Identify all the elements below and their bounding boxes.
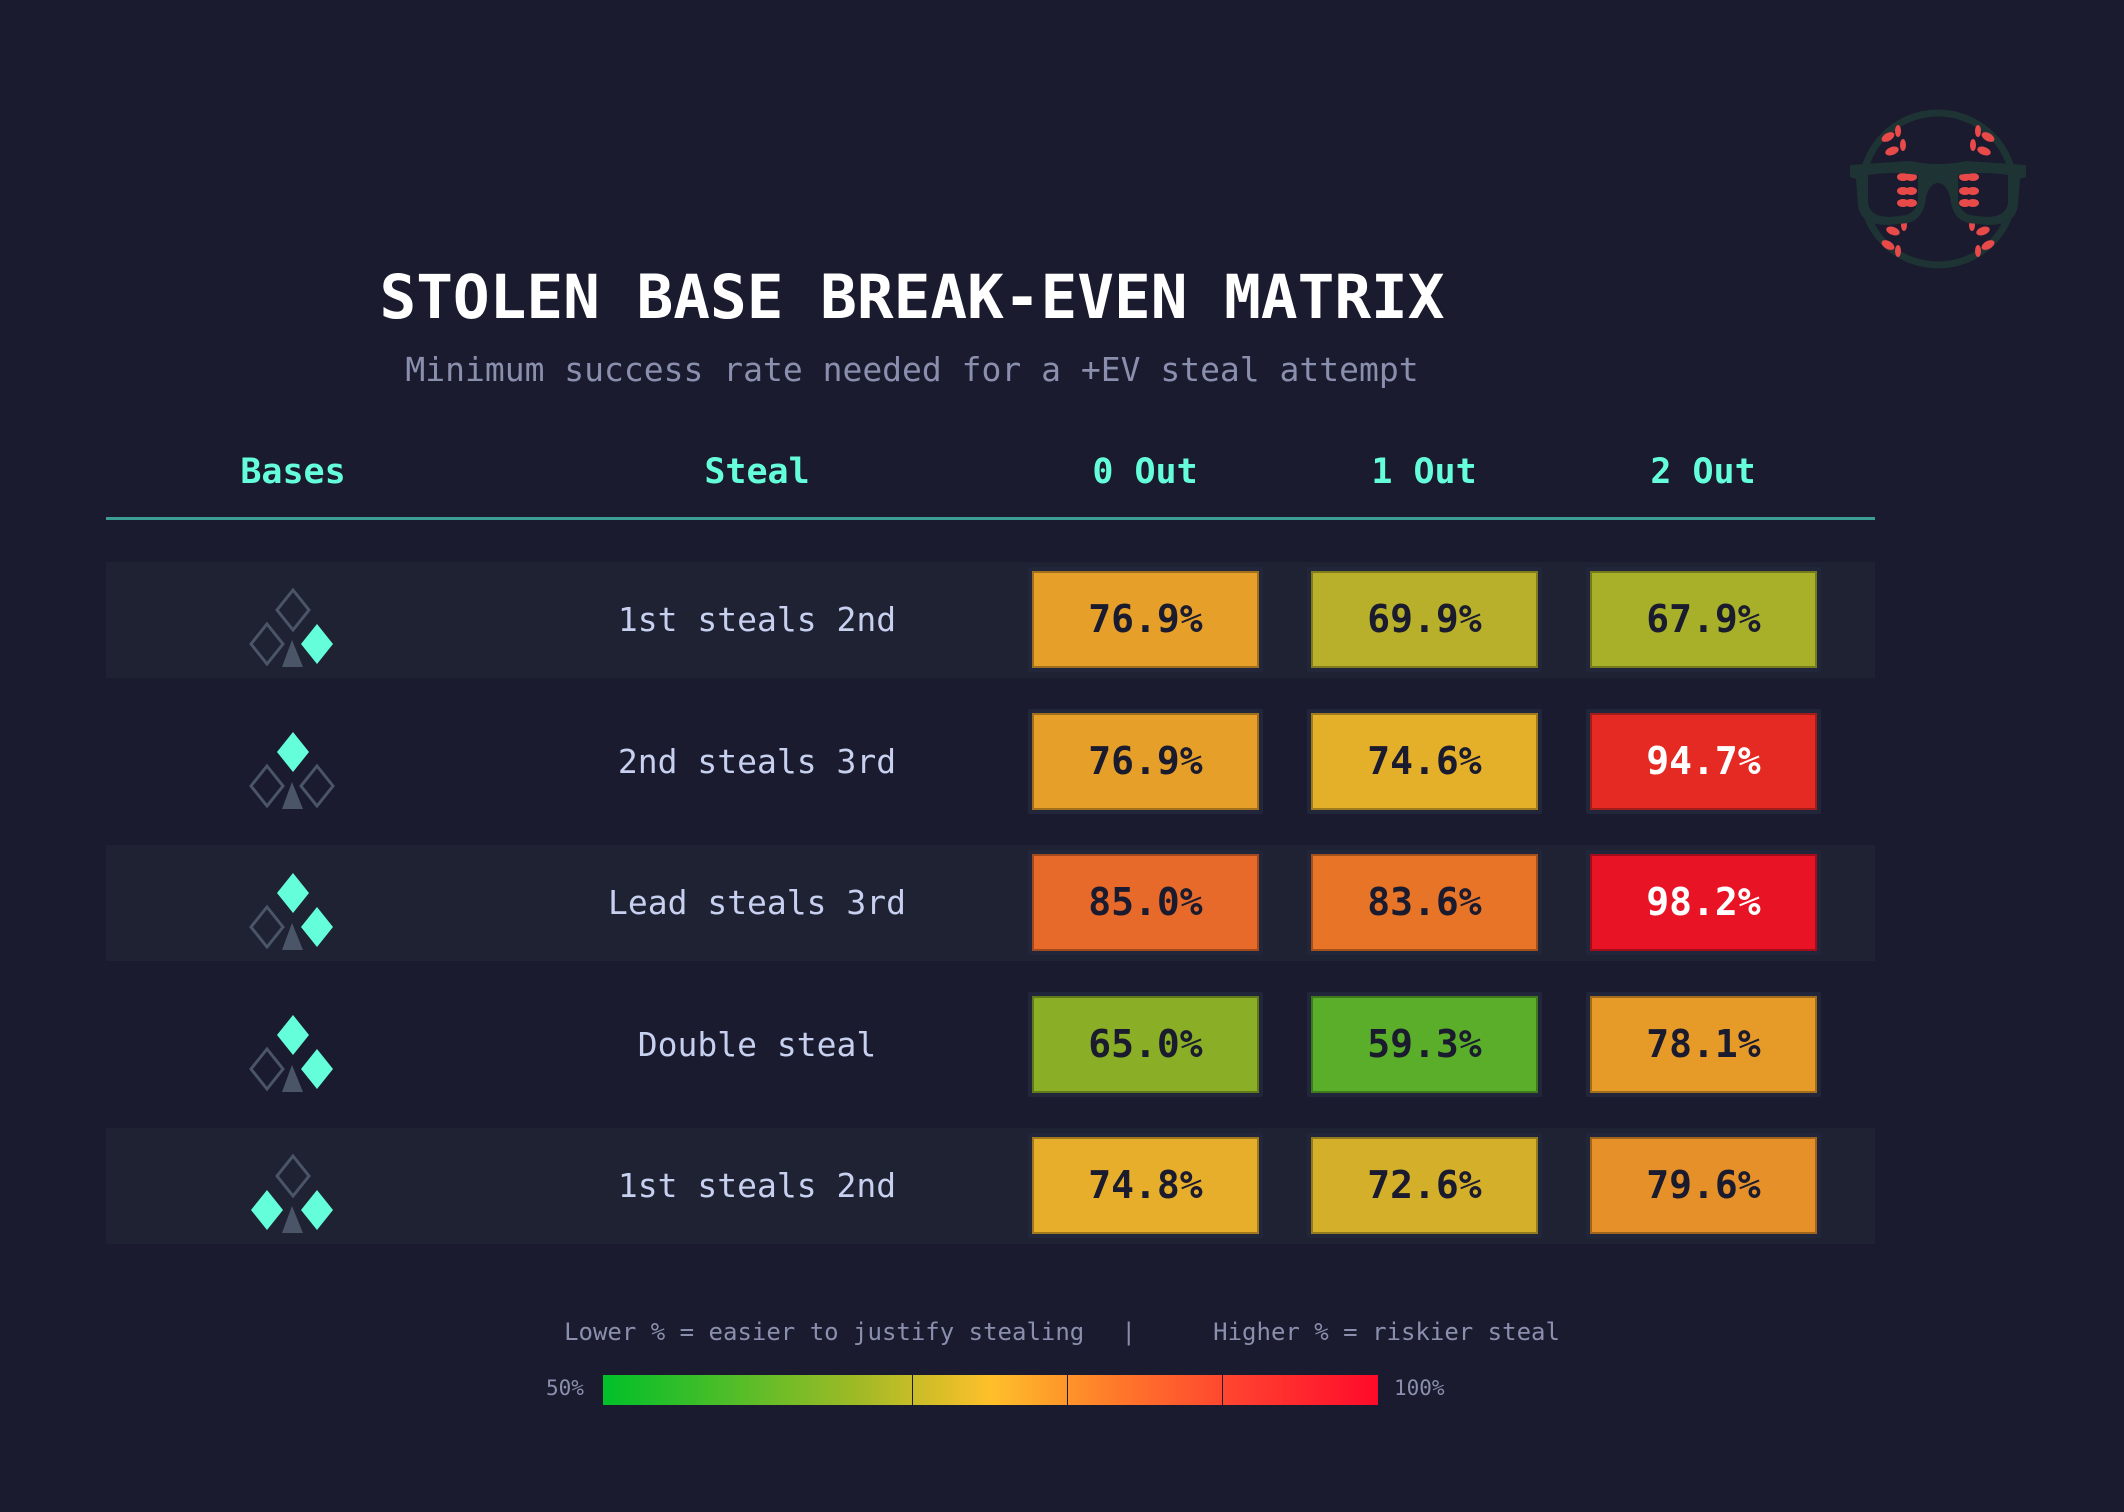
matrix-cell: 76.9% <box>1028 708 1263 814</box>
legend-color-bar <box>603 1375 1378 1405</box>
break-even-value: 65.0% <box>1032 995 1259 1093</box>
break-even-value: 69.9% <box>1311 571 1538 668</box>
matrix-cell: 72.6% <box>1307 1133 1542 1239</box>
legend-caption: Lower % = easier to justify stealing | H… <box>0 1318 2124 1346</box>
legend-low-text: Lower % = easier to justify stealing <box>564 1318 1085 1346</box>
third-base-empty-icon <box>249 621 285 667</box>
second-base-empty-icon <box>275 1153 311 1199</box>
table-row: Lead steals 3rd 85.0% 83.6% 98.2% <box>106 845 1875 962</box>
matrix-cell: 67.9% <box>1586 567 1821 672</box>
base-runners-diagram <box>249 587 333 667</box>
base-runners-diagram <box>251 1153 333 1234</box>
break-even-value: 74.8% <box>1032 1137 1259 1235</box>
header-2-out: 2 Out <box>1650 452 1756 492</box>
table-row: 1st steals 2nd 76.9% 69.9% 67.9% <box>106 562 1875 678</box>
second-base-occupied-icon <box>277 873 309 914</box>
legend-max-label: 100% <box>1394 1376 1445 1400</box>
header-1-out: 1 Out <box>1371 452 1477 492</box>
break-even-value: 59.3% <box>1311 995 1538 1093</box>
matrix-cell: 74.8% <box>1028 1133 1263 1239</box>
base-runners-diagram <box>249 873 333 951</box>
page-title: STOLEN BASE BREAK-EVEN MATRIX <box>379 262 1445 333</box>
break-even-value: 74.6% <box>1311 712 1538 810</box>
matrix-cell: 74.6% <box>1307 708 1542 814</box>
steal-type-label: 1st steals 2nd <box>617 600 897 639</box>
break-even-value: 83.6% <box>1311 854 1538 952</box>
header-steal: Steal <box>704 452 810 492</box>
home-plate-icon <box>282 1064 303 1092</box>
break-even-value: 98.2% <box>1590 854 1817 952</box>
page-subtitle: Minimum success rate needed for a +EV st… <box>405 350 1419 389</box>
legend-tick <box>1067 1375 1068 1405</box>
matrix-cell: 98.2% <box>1586 850 1821 956</box>
first-base-occupied-icon <box>301 1190 333 1231</box>
home-plate-icon <box>282 781 303 809</box>
base-runners-diagram <box>249 1014 333 1092</box>
first-base-empty-icon <box>299 763 335 808</box>
matrix-cell: 85.0% <box>1028 850 1263 956</box>
first-base-occupied-icon <box>301 624 333 664</box>
header-0-out: 0 Out <box>1092 452 1198 492</box>
steal-type-label: 2nd steals 3rd <box>617 741 897 781</box>
table-row: 2nd steals 3rd 76.9% 74.6% 94.7% <box>106 704 1875 820</box>
third-base-empty-icon <box>249 1046 285 1092</box>
base-runners-diagram <box>249 731 335 809</box>
baseball-glasses-logo-icon <box>1848 107 2028 281</box>
first-base-occupied-icon <box>301 1048 333 1089</box>
matrix-cell: 78.1% <box>1586 991 1821 1097</box>
third-base-empty-icon <box>249 763 285 808</box>
header-divider <box>106 517 1875 520</box>
matrix-cell: 94.7% <box>1586 708 1821 814</box>
legend-tick <box>1222 1375 1223 1405</box>
break-even-value: 76.9% <box>1032 712 1259 810</box>
break-even-value: 85.0% <box>1032 854 1259 952</box>
matrix-cell: 59.3% <box>1307 991 1542 1097</box>
break-even-value: 79.6% <box>1590 1137 1817 1235</box>
steal-type-label: Double steal <box>637 1024 877 1064</box>
legend-separator: | <box>1121 1318 1136 1346</box>
matrix-cell: 76.9% <box>1028 567 1263 672</box>
third-base-empty-icon <box>249 904 285 950</box>
matrix-cell: 79.6% <box>1586 1133 1821 1239</box>
steal-type-label: 1st steals 2nd <box>617 1166 897 1206</box>
break-even-value: 94.7% <box>1590 712 1817 810</box>
break-even-value: 67.9% <box>1590 571 1817 668</box>
first-base-occupied-icon <box>301 907 333 948</box>
header-bases: Bases <box>240 452 346 492</box>
legend-tick <box>912 1375 913 1405</box>
break-even-value: 76.9% <box>1032 571 1259 668</box>
table-row: Double steal 65.0% 59.3% 78.1% <box>106 987 1875 1103</box>
matrix-cell: 83.6% <box>1307 850 1542 956</box>
second-base-occupied-icon <box>277 1014 309 1055</box>
legend-high-text: Higher % = riskier steal <box>1213 1318 1560 1346</box>
break-even-value: 72.6% <box>1311 1137 1538 1235</box>
second-base-empty-icon <box>275 587 311 633</box>
table-row: 1st steals 2nd 74.8% 72.6% 79.6% <box>106 1128 1875 1245</box>
second-base-occupied-icon <box>277 731 309 772</box>
home-plate-icon <box>282 640 303 667</box>
matrix-cell: 65.0% <box>1028 991 1263 1097</box>
home-plate-icon <box>282 923 303 951</box>
break-even-value: 78.1% <box>1590 995 1817 1093</box>
steal-type-label: Lead steals 3rd <box>607 883 906 923</box>
matrix-cell: 69.9% <box>1307 567 1542 672</box>
legend-min-label: 50% <box>546 1376 584 1400</box>
home-plate-icon <box>282 1206 303 1234</box>
third-base-occupied-icon <box>251 1190 283 1231</box>
